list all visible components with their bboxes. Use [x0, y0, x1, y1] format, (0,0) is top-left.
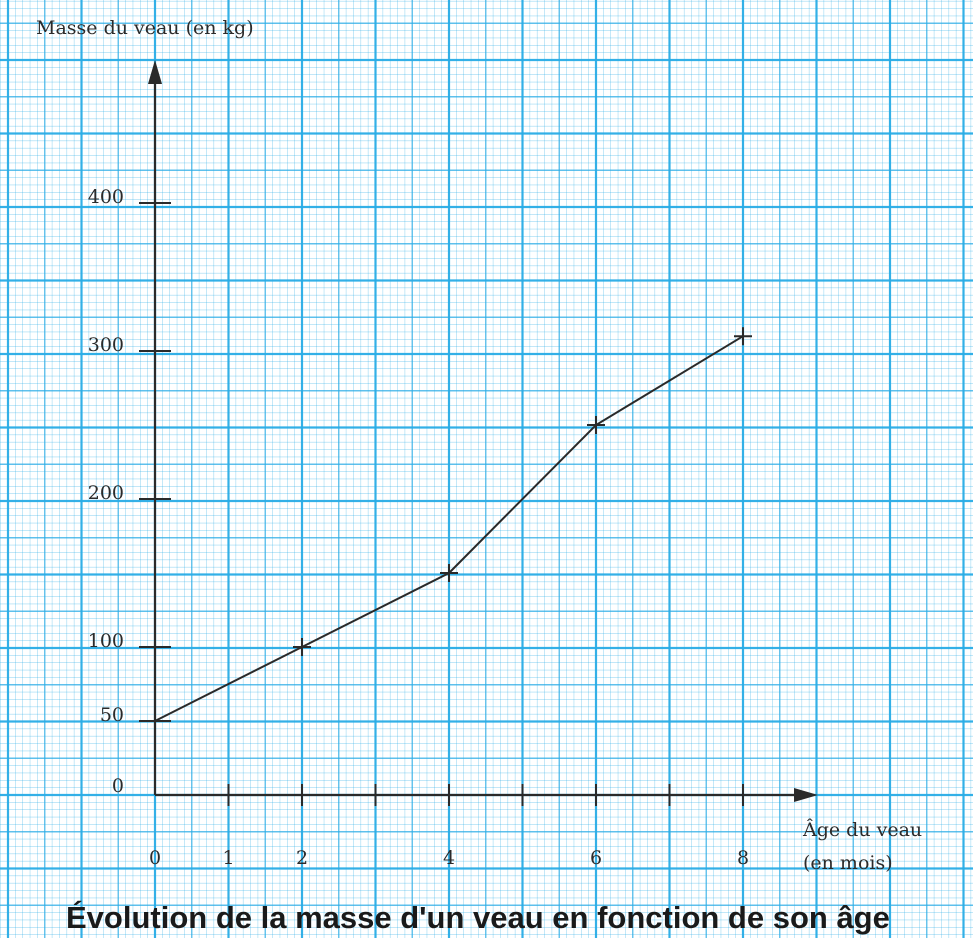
- y-tick-label: 300: [88, 334, 124, 356]
- x-tick-label: 1: [222, 847, 234, 869]
- y-tick-label: 100: [88, 630, 124, 652]
- chart-title: Évolution de la masse d'un veau en fonct…: [66, 900, 890, 935]
- axes: [148, 60, 818, 802]
- y-tick-label: 200: [88, 482, 124, 504]
- x-axis-label-line1: Âge du veau: [802, 818, 922, 841]
- x-tick-label: 6: [590, 847, 602, 869]
- x-tick-label: 2: [296, 847, 308, 869]
- y-axis-label: Masse du veau (en kg): [36, 17, 254, 39]
- x-axis-label-line2: (en mois): [803, 852, 893, 874]
- x-tick-label: 8: [737, 847, 749, 869]
- x-tick-label: 0: [149, 847, 161, 869]
- ticks: 0 1 2 4 6 8 0 50 100 200 300 400: [88, 186, 749, 869]
- x-tick-label: 4: [443, 847, 455, 869]
- x-axis-arrow: [794, 788, 818, 802]
- y-tick-label: 0: [112, 775, 124, 797]
- y-tick-label: 50: [100, 704, 124, 726]
- y-axis-arrow: [148, 60, 162, 84]
- labels: Masse du veau (en kg) Âge du veau (en mo…: [36, 17, 922, 935]
- series-group: [154, 327, 752, 722]
- y-tick-label: 400: [88, 186, 124, 208]
